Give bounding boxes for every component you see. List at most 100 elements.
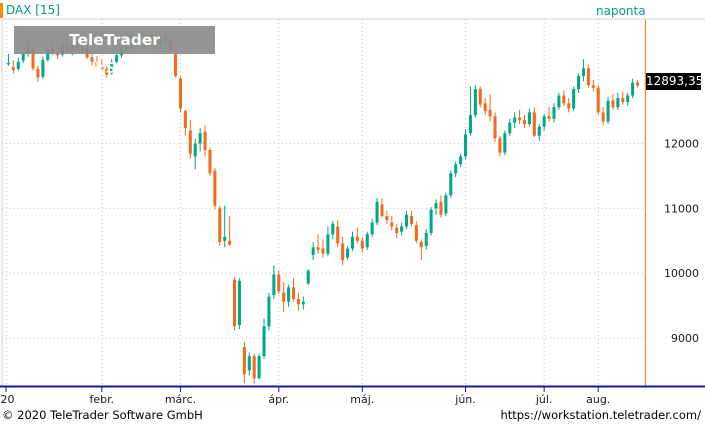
candle <box>400 222 404 236</box>
candle <box>518 109 522 125</box>
candle <box>375 197 379 226</box>
candle-body <box>468 114 472 134</box>
candle <box>306 269 310 285</box>
candle <box>464 129 468 160</box>
candle <box>434 199 438 215</box>
candle <box>636 79 640 88</box>
candle-body <box>272 274 276 296</box>
candle-body <box>277 274 281 292</box>
candle-body <box>247 356 251 371</box>
candle <box>296 292 300 311</box>
candle <box>350 231 355 252</box>
period-label[interactable]: naponta <box>596 4 646 18</box>
candle-body <box>360 240 364 249</box>
candle <box>409 210 413 227</box>
candle <box>257 353 261 380</box>
candle <box>424 229 428 250</box>
candle-body <box>508 122 512 134</box>
candle-body <box>537 126 541 136</box>
candle-body <box>291 287 296 300</box>
candle-body <box>233 279 237 327</box>
candle-body <box>311 247 315 256</box>
candle <box>223 205 227 248</box>
candle-body <box>395 227 399 233</box>
candle <box>174 50 178 78</box>
candle <box>262 318 266 359</box>
symbol-label[interactable]: DAX [15] <box>6 3 60 17</box>
candle <box>581 59 586 82</box>
candle-body <box>21 54 25 61</box>
candle <box>611 94 615 110</box>
candle-body <box>400 226 404 232</box>
candle-body <box>434 203 438 209</box>
candle-body <box>282 292 286 302</box>
candle <box>567 98 571 113</box>
candle-body <box>193 143 197 157</box>
candle-body <box>321 248 325 254</box>
candle <box>527 108 531 127</box>
source-url[interactable]: https://workstation.teletrader.com/ <box>500 408 701 422</box>
candle-body <box>267 296 271 327</box>
candle <box>414 221 418 244</box>
candle-body <box>213 170 217 206</box>
candle <box>218 205 222 246</box>
candle-body <box>606 100 610 122</box>
y-tick-label: 10000 <box>664 267 699 280</box>
candle <box>429 207 433 236</box>
candle-body <box>567 103 571 109</box>
candle <box>522 114 527 128</box>
candle-body <box>350 236 355 249</box>
candle-body <box>46 48 50 60</box>
candle <box>331 221 335 240</box>
candle <box>208 147 212 176</box>
last-price-badge: 12893,35 <box>646 73 704 90</box>
candle-body <box>115 55 119 62</box>
y-tick-label: 12000 <box>664 137 699 150</box>
candle-body <box>405 214 409 227</box>
candle-body <box>493 116 497 139</box>
candle-body <box>552 107 556 119</box>
candle <box>537 124 541 141</box>
x-tick-label: márc. <box>165 393 196 406</box>
candle <box>326 226 330 257</box>
candle <box>547 107 551 122</box>
candle-body <box>237 280 241 326</box>
candle <box>454 161 458 178</box>
candle <box>41 56 45 79</box>
candle-body <box>542 116 546 127</box>
candle <box>341 236 345 266</box>
x-tick-label: febr. <box>90 393 115 406</box>
candle-body <box>6 63 10 65</box>
candle <box>478 86 482 108</box>
x-tick-label: jún. <box>454 393 476 406</box>
candle-body <box>626 95 630 102</box>
y-tick-label: 11000 <box>664 202 699 215</box>
candle-body <box>454 164 458 174</box>
candle <box>577 73 581 93</box>
candle <box>591 79 595 92</box>
candle-body <box>301 301 305 305</box>
candle-body <box>464 134 468 157</box>
candle <box>621 91 625 105</box>
candle <box>557 92 561 110</box>
candle-body <box>380 204 384 217</box>
candle-body <box>572 89 576 109</box>
candle-body <box>198 133 202 144</box>
candle <box>213 168 217 210</box>
candle <box>6 54 10 66</box>
candle <box>267 292 271 331</box>
candle <box>586 64 590 88</box>
candle <box>233 277 237 331</box>
candle-body <box>503 133 507 153</box>
candle <box>36 65 40 82</box>
candle-body <box>414 225 418 241</box>
candle-body <box>557 95 561 108</box>
candle-body <box>31 49 35 69</box>
candle-body <box>326 234 330 254</box>
candle-body <box>110 61 114 74</box>
candle <box>105 65 109 78</box>
candle <box>626 92 630 106</box>
candle <box>336 220 340 248</box>
candle-body <box>473 89 477 115</box>
candle-body <box>488 109 492 117</box>
